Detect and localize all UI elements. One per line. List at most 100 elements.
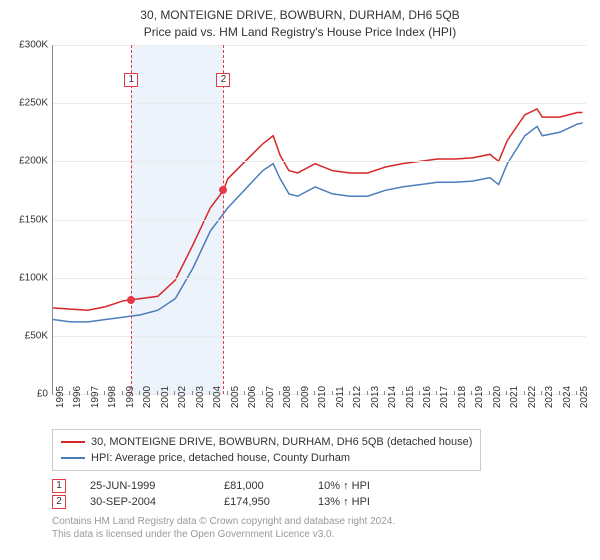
legend: 30, MONTEIGNE DRIVE, BOWBURN, DURHAM, DH… [52, 429, 481, 471]
marker-box: 1 [124, 73, 138, 87]
x-tick-mark [279, 391, 280, 395]
x-tick-mark [454, 391, 455, 395]
x-tick-mark [384, 391, 385, 395]
x-tick-label: 2014 [387, 386, 398, 408]
x-tick-label: 2020 [492, 386, 503, 408]
legend-label: 30, MONTEIGNE DRIVE, BOWBURN, DURHAM, DH… [91, 434, 472, 450]
chart-area: £0£50K£100K£150K£200K£250K£300K 12 19951… [10, 45, 590, 425]
transaction-date: 25-JUN-1999 [90, 480, 200, 492]
x-tick-mark [541, 391, 542, 395]
x-tick-mark [122, 391, 123, 395]
x-tick-label: 2007 [265, 386, 276, 408]
chart-title: 30, MONTEIGNE DRIVE, BOWBURN, DURHAM, DH… [10, 8, 590, 22]
x-tick-mark [506, 391, 507, 395]
x-tick-label: 2010 [317, 386, 328, 408]
series-line-price_paid [53, 109, 583, 310]
x-tick-mark [244, 391, 245, 395]
x-tick-label: 1999 [125, 386, 136, 408]
x-tick-mark [524, 391, 525, 395]
x-tick-label: 2001 [160, 386, 171, 408]
legend-row: 30, MONTEIGNE DRIVE, BOWBURN, DURHAM, DH… [61, 434, 472, 450]
x-tick-label: 2008 [282, 386, 293, 408]
x-tick-mark [576, 391, 577, 395]
x-tick-label: 2018 [457, 386, 468, 408]
x-tick-mark [297, 391, 298, 395]
transaction-date: 30-SEP-2004 [90, 496, 200, 508]
y-tick-label: £100K [19, 272, 48, 283]
transaction-delta: 10% ↑ HPI [318, 480, 370, 492]
x-tick-label: 2011 [335, 386, 346, 408]
x-tick-mark [349, 391, 350, 395]
y-tick-label: £300K [19, 40, 48, 51]
y-axis: £0£50K£100K£150K£200K£250K£300K [10, 45, 52, 395]
x-tick-mark [489, 391, 490, 395]
transaction-delta: 13% ↑ HPI [318, 496, 370, 508]
x-tick-label: 1998 [107, 386, 118, 408]
transaction-price: £81,000 [224, 480, 294, 492]
transaction-row: 2 30-SEP-2004 £174,950 13% ↑ HPI [52, 495, 590, 509]
footer: Contains HM Land Registry data © Crown c… [52, 515, 590, 541]
y-tick-label: £50K [25, 330, 48, 341]
x-tick-mark [52, 391, 53, 395]
x-tick-mark [157, 391, 158, 395]
chart-subtitle: Price paid vs. HM Land Registry's House … [10, 25, 590, 39]
y-tick-label: £200K [19, 156, 48, 167]
grid-line [53, 220, 586, 221]
x-tick-label: 2003 [195, 386, 206, 408]
x-tick-label: 2025 [579, 386, 590, 408]
x-tick-label: 2019 [474, 386, 485, 408]
marker-line [223, 45, 224, 394]
y-tick-label: £0 [37, 389, 48, 400]
x-tick-label: 2000 [142, 386, 153, 408]
x-tick-label: 2024 [562, 386, 573, 408]
grid-line [53, 103, 586, 104]
x-tick-mark [436, 391, 437, 395]
x-tick-label: 2005 [230, 386, 241, 408]
grid-line [53, 278, 586, 279]
x-tick-mark [367, 391, 368, 395]
x-tick-label: 2023 [544, 386, 555, 408]
x-tick-label: 1995 [55, 386, 66, 408]
marker-line [131, 45, 132, 394]
legend-swatch [61, 457, 85, 459]
grid-line [53, 161, 586, 162]
transaction-price: £174,950 [224, 496, 294, 508]
x-axis: 1995199619971998199920002001200220032004… [52, 395, 586, 425]
x-tick-mark [227, 391, 228, 395]
x-tick-label: 2015 [405, 386, 416, 408]
x-tick-mark [192, 391, 193, 395]
x-tick-mark [174, 391, 175, 395]
x-tick-mark [104, 391, 105, 395]
x-tick-mark [559, 391, 560, 395]
y-tick-label: £150K [19, 214, 48, 225]
legend-row: HPI: Average price, detached house, Coun… [61, 450, 472, 466]
marker-box: 2 [216, 73, 230, 87]
x-tick-label: 2021 [509, 386, 520, 408]
footer-line-1: Contains HM Land Registry data © Crown c… [52, 515, 590, 528]
y-tick-label: £250K [19, 98, 48, 109]
transaction-num-box: 2 [52, 495, 66, 509]
x-tick-mark [69, 391, 70, 395]
x-tick-mark [471, 391, 472, 395]
footer-line-2: This data is licensed under the Open Gov… [52, 528, 590, 541]
x-tick-mark [402, 391, 403, 395]
data-point [127, 296, 135, 304]
x-tick-label: 2022 [527, 386, 538, 408]
x-tick-label: 2002 [177, 386, 188, 408]
series-line-hpi [53, 123, 583, 322]
plot-area: 12 [52, 45, 586, 395]
transaction-num-box: 1 [52, 479, 66, 493]
x-tick-mark [314, 391, 315, 395]
transaction-rows: 1 25-JUN-1999 £81,000 10% ↑ HPI 2 30-SEP-2004… [52, 479, 590, 509]
chart-container: 30, MONTEIGNE DRIVE, BOWBURN, DURHAM, DH… [0, 0, 600, 560]
x-tick-mark [209, 391, 210, 395]
x-tick-label: 2012 [352, 386, 363, 408]
x-tick-label: 2016 [422, 386, 433, 408]
x-tick-mark [262, 391, 263, 395]
legend-swatch [61, 441, 85, 443]
x-tick-label: 2004 [212, 386, 223, 408]
x-tick-mark [332, 391, 333, 395]
x-tick-label: 2017 [439, 386, 450, 408]
grid-line [53, 336, 586, 337]
x-tick-mark [419, 391, 420, 395]
